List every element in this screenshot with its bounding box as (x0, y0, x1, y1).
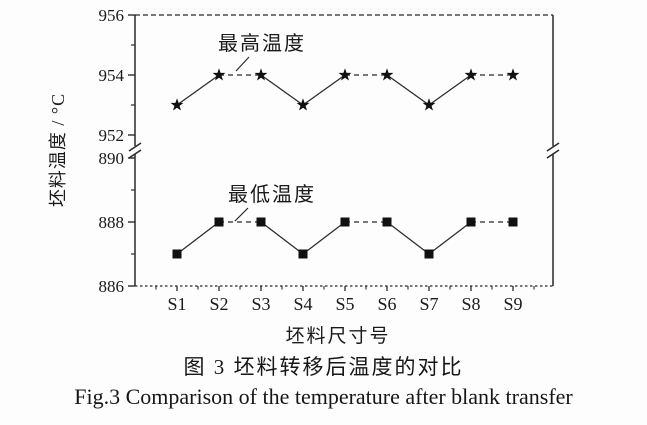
min-temp-line-segment (428, 221, 472, 255)
min-temp-square-marker (256, 217, 266, 227)
min-temp-square-marker (508, 217, 518, 227)
max-temp-star-marker (422, 98, 436, 111)
min-temp-square-marker (340, 217, 350, 227)
right-border-break-icon (546, 142, 560, 152)
min-temp-square-marker (382, 217, 392, 227)
min-temp-square-marker (424, 249, 434, 259)
min-temp-square-marker (172, 249, 182, 259)
x-tick-label: S3 (251, 294, 270, 314)
x-tick-label: S7 (419, 294, 438, 314)
min-temp-line-segment (176, 221, 220, 255)
series-label-max: 最高温度 (218, 32, 306, 55)
y-tick-label: 956 (99, 6, 125, 25)
x-tick-label: S9 (503, 294, 522, 314)
y-axis-break-icon (128, 149, 142, 159)
x-tick-label: S8 (461, 294, 480, 314)
caption-chinese: 图 3 坯料转移后温度的对比 (183, 355, 464, 379)
x-tick-label: S4 (293, 294, 312, 314)
max-temp-star-marker (380, 68, 394, 81)
max-temp-line-segment (302, 74, 346, 106)
max-temp-star-marker (338, 68, 352, 81)
min-temp-square-marker (466, 217, 476, 227)
max-temp-line-segment (176, 74, 220, 106)
y-axis-break-icon (128, 142, 142, 152)
right-border-break-icon (546, 149, 560, 159)
y-tick-label: 954 (99, 66, 125, 85)
max-temp-line-segment (386, 74, 430, 106)
y-tick-label: 886 (99, 277, 125, 296)
max-temp-line-segment (428, 74, 472, 106)
x-axis-title: 坯料尺寸号 (285, 325, 390, 347)
annotation-leader-line (235, 56, 250, 72)
x-tick-label: S1 (167, 294, 186, 314)
max-temp-star-marker (464, 68, 478, 81)
max-temp-star-marker (506, 68, 520, 81)
y-axis-title: 坯料温度 / °C (48, 93, 68, 207)
x-tick-label: S5 (335, 294, 354, 314)
min-temp-square-marker (298, 249, 308, 259)
max-temp-star-marker (254, 68, 268, 81)
max-temp-star-marker (170, 98, 184, 111)
max-temp-star-marker (212, 68, 226, 81)
min-temp-line-segment (386, 221, 430, 255)
temperature-comparison-chart: 956 954 952 890 888 886 S1 S2 S3 S4 S5 S6 S7 S8 S9 最高温度… (48, 6, 560, 347)
series-label-min: 最低温度 (228, 183, 316, 206)
annotation-leader-line (234, 207, 249, 222)
caption-english: Fig.3 Comparison of the temperature afte… (74, 384, 573, 409)
y-tick-label: 890 (99, 149, 125, 168)
max-temp-line-segment (260, 74, 304, 106)
y-tick-label: 888 (99, 213, 125, 232)
x-tick-label: S6 (377, 294, 396, 314)
min-temp-line-segment (260, 221, 304, 255)
min-temp-line-segment (302, 221, 346, 255)
y-tick-label: 952 (99, 126, 125, 145)
max-temp-star-marker (296, 98, 310, 111)
min-temp-square-marker (214, 217, 224, 227)
x-tick-label: S2 (209, 294, 228, 314)
